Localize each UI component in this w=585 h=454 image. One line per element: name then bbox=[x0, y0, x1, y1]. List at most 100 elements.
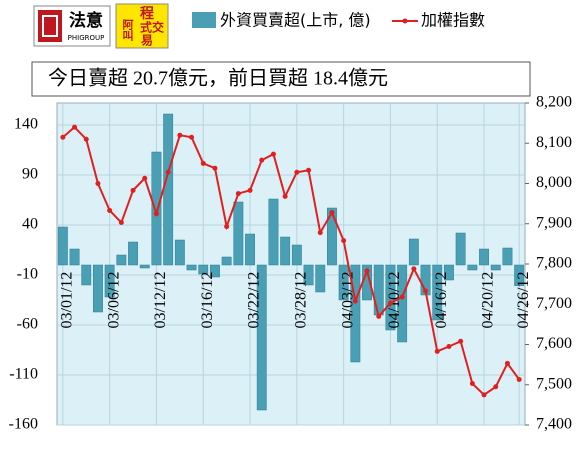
y2-tick-label: 7,400 bbox=[536, 416, 572, 433]
logo2-left: 阿叫 bbox=[121, 18, 134, 42]
logo-sub: PHIGROUP bbox=[68, 34, 105, 42]
index-point bbox=[60, 134, 66, 140]
x-tick-label: 03/06/12 bbox=[105, 272, 122, 329]
bar bbox=[116, 254, 127, 266]
index-point bbox=[118, 220, 124, 226]
index-point bbox=[212, 165, 218, 171]
y2-tick-label: 8,100 bbox=[536, 134, 572, 151]
bar bbox=[479, 248, 489, 266]
logo-icon-inner bbox=[42, 15, 58, 37]
bar bbox=[221, 256, 232, 266]
index-point bbox=[177, 132, 183, 138]
legend-label: 加權指數 bbox=[421, 11, 485, 30]
index-line bbox=[62, 125, 520, 397]
y2-tick-label: 7,900 bbox=[536, 214, 572, 231]
x-tick-label: 04/16/12 bbox=[433, 272, 450, 329]
index-point bbox=[387, 300, 393, 306]
index-point bbox=[352, 298, 358, 304]
bar bbox=[256, 264, 267, 411]
index-point bbox=[247, 187, 253, 193]
y2-tick-label: 7,800 bbox=[536, 255, 572, 272]
bar bbox=[291, 244, 302, 266]
bar bbox=[385, 264, 396, 331]
bar bbox=[444, 264, 454, 281]
legend-swatch bbox=[192, 12, 216, 28]
index-point bbox=[411, 266, 417, 272]
y2-tick-label: 7,600 bbox=[536, 335, 572, 352]
bar bbox=[174, 239, 185, 266]
logo-icon bbox=[38, 10, 62, 42]
logo-phigroup: 法意 PHIGROUP bbox=[33, 5, 111, 47]
index-point bbox=[504, 360, 510, 366]
x-tick-label: 03/16/12 bbox=[199, 272, 216, 329]
y-tick-label: 140 bbox=[14, 116, 38, 133]
index-point bbox=[399, 294, 405, 300]
x-tick-label: 03/12/12 bbox=[152, 272, 169, 329]
bar bbox=[210, 264, 220, 278]
x-tick-label: 04/26/12 bbox=[515, 272, 532, 329]
y2-tick-label: 8,200 bbox=[536, 94, 572, 111]
logo2-bottom: 易 bbox=[141, 34, 153, 48]
bar bbox=[104, 264, 115, 298]
index-point bbox=[72, 124, 78, 130]
y2-tick-label: 8,000 bbox=[536, 174, 572, 191]
index-point bbox=[493, 384, 499, 390]
subtitle: 今日賣超 20.7億元，前日買超 18.4億元 bbox=[48, 67, 388, 90]
bar bbox=[455, 232, 466, 266]
index-point bbox=[224, 224, 230, 230]
index-point bbox=[153, 211, 159, 217]
logo-program: 程 式交 阿叫 易 bbox=[115, 3, 169, 49]
bar bbox=[128, 241, 138, 266]
index-point bbox=[376, 313, 382, 319]
index-point bbox=[458, 338, 464, 344]
index-point bbox=[235, 191, 241, 197]
bar bbox=[514, 264, 525, 286]
y-tick-label: -60 bbox=[17, 316, 38, 333]
bar bbox=[245, 233, 255, 266]
logo2-top: 程 bbox=[140, 6, 154, 22]
bar bbox=[81, 264, 92, 286]
bar bbox=[303, 264, 314, 286]
legend-label: 外資買賣超(上市, 億) bbox=[220, 11, 371, 30]
index-point bbox=[364, 268, 370, 274]
y-tick-label: 90 bbox=[22, 166, 38, 183]
bar bbox=[467, 264, 478, 271]
logo2-mid: 式交 bbox=[140, 20, 164, 35]
bar bbox=[163, 113, 174, 266]
bar bbox=[139, 264, 150, 269]
bar bbox=[397, 264, 408, 343]
y-tick-label: -110 bbox=[9, 366, 38, 383]
bar bbox=[502, 247, 513, 266]
bar bbox=[233, 201, 244, 266]
bar bbox=[408, 238, 419, 266]
index-point bbox=[130, 187, 136, 193]
bar bbox=[198, 264, 209, 275]
index-point bbox=[200, 160, 206, 166]
x-tick-label: 03/22/12 bbox=[246, 272, 263, 329]
x-tick-label: 03/28/12 bbox=[293, 272, 310, 329]
plot-area bbox=[56, 102, 526, 426]
index-point bbox=[434, 348, 440, 354]
index-point bbox=[95, 181, 101, 186]
legend-marker bbox=[402, 18, 408, 24]
bar bbox=[327, 207, 337, 266]
y-tick-label: -10 bbox=[17, 266, 38, 283]
index-point bbox=[423, 288, 429, 294]
index-point bbox=[282, 193, 288, 199]
index-point bbox=[341, 238, 347, 244]
y2-tick-label: 7,700 bbox=[536, 295, 572, 312]
subtitle-box bbox=[31, 61, 531, 97]
bar bbox=[151, 151, 162, 266]
y-tick-label: -160 bbox=[9, 416, 38, 433]
index-point bbox=[270, 151, 276, 157]
bar bbox=[350, 264, 361, 363]
bar bbox=[315, 264, 326, 293]
index-point bbox=[481, 392, 487, 398]
bar bbox=[186, 264, 197, 271]
index-point bbox=[469, 381, 475, 387]
index-point bbox=[189, 134, 195, 140]
index-point bbox=[259, 157, 265, 163]
index-point bbox=[516, 377, 522, 383]
index-point bbox=[165, 169, 171, 175]
